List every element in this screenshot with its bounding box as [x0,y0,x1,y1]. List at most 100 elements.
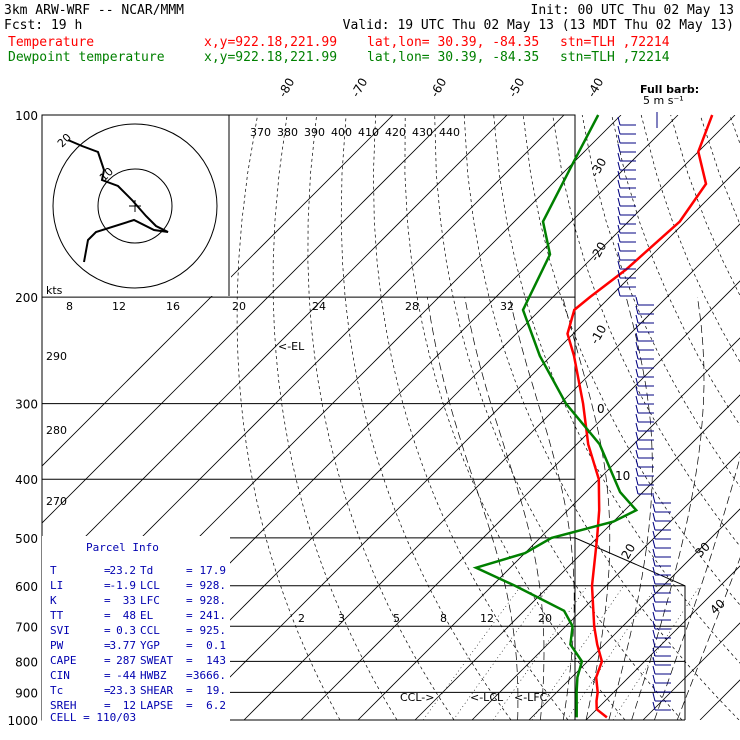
theta-label: 420 [385,126,406,139]
theta-label: 390 [304,126,325,139]
dry-adiabat [522,115,740,606]
mixing-ratio-line [566,585,657,720]
parcel-value: -44 [116,669,136,682]
temperature-tick-label: -30 [587,156,609,180]
parcel-key: HWBZ [140,669,167,682]
isotherm-line [42,115,508,581]
isotherm-line [471,451,740,720]
parcel-eq: = [104,684,111,697]
wind-barb-flag [635,305,639,315]
parcel-key: CIN [50,669,70,682]
dry-adiabat [581,115,740,488]
lfc-marker: <-LFC [514,691,548,704]
temperature-tick-label: 0 [597,402,605,416]
wind-barb-flag [635,296,639,306]
parcel-value: 925. [200,624,227,637]
parcel-eq: = [104,609,111,622]
temperature-tick-label: 40 [707,596,728,617]
barb-key-units: 5 m s⁻¹ [643,94,684,107]
wind-barb-flag [652,575,656,585]
wind-barb-flag [652,512,656,522]
wind-barb-flag [635,359,639,369]
wind-barb-flag [617,152,621,162]
theta-label: 430 [412,126,433,139]
wind-barb-flag [652,593,656,603]
wind-barb-flag [652,494,656,504]
moist-adiabat [426,297,519,720]
wind-barb-flag [652,656,656,666]
parcel-value: 928. [200,579,227,592]
dewpoint-legend: Dewpoint temperature [8,50,165,65]
parcel-key: EL [140,609,154,622]
wind-barb-flag [617,197,621,207]
dry-adiabat [434,115,683,720]
parcel-eq: = [186,699,193,712]
parcel-key: LAPSE [140,699,173,712]
pressure-label: 700 [15,620,38,634]
wind-barb-flag [652,602,656,612]
pressure-label: 200 [15,291,38,305]
parcel-eq: = [186,594,193,607]
pressure-label: 1000 [7,714,38,728]
dry-adiabat [493,115,740,664]
parcel-eq: = [186,624,193,637]
parcel-info-title: Parcel Info [86,541,159,554]
parcel-value: 23.3 [110,684,137,697]
wind-barb-flag [617,242,621,252]
wind-barb-flag [617,116,621,126]
wind-barb-flag [635,440,639,450]
wind-barb-flag [635,386,639,396]
wind-barb-flag [635,485,639,495]
parcel-value: -1.9 [110,579,137,592]
parcel-key: K [50,594,57,607]
parcel-value: 0.1 [206,639,226,652]
wind-barb-flag [635,404,639,414]
moist-adiabat [464,297,545,720]
dry-adiabat [236,115,341,720]
parcel-key: CCL [140,624,160,637]
theta-side-label: 270 [46,495,67,508]
wind-barb-flag [617,215,621,225]
isotherm-line [357,337,740,720]
wind-barb-flag [635,413,639,423]
parcel-value: 33 [123,594,136,607]
dry-adiabat [611,115,740,426]
theta-label: 380 [277,126,298,139]
isotherm-line [42,115,394,467]
hodograph-trace [67,139,169,263]
wind-barb-flag [635,368,639,378]
parcel-eq: = [104,564,111,577]
parcel-cell: CELL = 110/03 [50,711,136,724]
wind-barb-flag [635,314,639,324]
wind-barb-flag [652,503,656,513]
wind-barb-flag [617,251,621,261]
dewpoint-station: stn=TLH ,72214 [560,50,670,65]
ccl-marker: CCL-> [400,691,434,704]
parcel-eq: = [104,579,111,592]
wind-barb-flag [617,278,621,288]
parcel-value: 287 [116,654,136,667]
parcel-eq: = [186,684,193,697]
hodograph-speed-label: 24 [312,300,326,313]
parcel-key: Td [140,564,153,577]
wind-barb-flag [617,179,621,189]
wind-barb-flag [635,422,639,432]
moist-adiabat [631,297,705,720]
parcel-key: LCL [140,579,160,592]
wind-barb-flag [617,260,621,270]
parcel-key: PW [50,639,64,652]
parcel-value: 23.2 [110,564,137,577]
hodograph-speed-label: 32 [500,300,514,313]
dewpoint-xy: x,y=922.18,221.99 [204,50,337,65]
theta-label: 400 [331,126,352,139]
pressure-label: 300 [15,398,38,412]
barb-key-title: Full barb: [640,83,699,96]
isotherm-line [414,394,740,720]
wind-barb-flag [617,143,621,153]
parcel-eq: = [186,669,193,682]
temperature-tick-label: 20 [618,541,638,561]
hodograph-speed-label: 8 [66,300,73,313]
temperature-latlon: lat,lon= 30.39, -84.35 [367,35,539,50]
wind-barb-flag [652,530,656,540]
